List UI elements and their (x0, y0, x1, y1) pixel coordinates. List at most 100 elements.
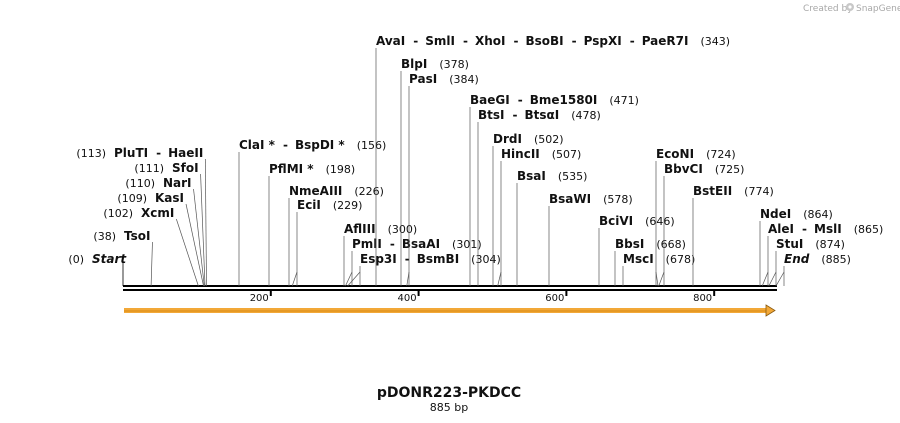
credit-text: Created by (803, 4, 853, 14)
feature-arrow[interactable] (124, 304, 776, 317)
restriction-site[interactable]: (110) NarI (125, 176, 205, 287)
restriction-site[interactable]: (38) TsoI (93, 229, 153, 287)
site-position: (304) (471, 253, 501, 266)
restriction-site[interactable]: MscI (678) (622, 252, 695, 286)
enzyme-name[interactable]: BlpI (401, 57, 427, 71)
enzyme-name[interactable]: EcoNI (656, 147, 694, 161)
enzyme-name[interactable]: BciVI (599, 214, 633, 228)
restriction-site[interactable]: (111) SfoI (134, 161, 206, 287)
sequence-backbone (123, 285, 777, 291)
enzyme-name[interactable]: PspXI (584, 34, 622, 48)
enzyme-separator: - (156, 146, 161, 160)
site-position: (865) (854, 223, 884, 236)
restriction-site[interactable]: AflIII (300) (343, 222, 418, 286)
restriction-site[interactable]: BciVI (646) (598, 214, 675, 286)
restriction-site[interactable]: EcoNI (724) (655, 147, 736, 287)
restriction-site[interactable]: BsaWI (578) (548, 192, 633, 286)
enzyme-name[interactable]: PasI (409, 72, 437, 86)
enzyme-name[interactable]: BsaWI (549, 192, 591, 206)
restriction-site[interactable]: StuI (874) (768, 237, 845, 287)
enzyme-name[interactable]: BbvCI (664, 162, 703, 176)
restriction-site[interactable]: BaeGI - Bme1580I (471) (469, 93, 639, 286)
site-position: (300) (388, 223, 418, 236)
enzyme-name[interactable]: BaeGI (470, 93, 510, 107)
enzyme-name[interactable]: Bme1580I (530, 93, 598, 107)
restriction-site[interactable]: BsaI (535) (516, 169, 588, 286)
enzyme-name[interactable]: SmlI (425, 34, 455, 48)
restriction-site[interactable]: (113) PluTI - HaeII (76, 146, 207, 287)
restriction-site[interactable]: PasI (384) (406, 72, 479, 287)
restriction-site[interactable]: (102) XcmI (103, 206, 199, 287)
enzyme-name[interactable]: NdeI (760, 207, 791, 221)
restriction-site[interactable]: Esp3I - BsmBI (304) (347, 252, 501, 287)
enzyme-name[interactable]: PflMI * (269, 162, 314, 176)
enzyme-name[interactable]: StuI (776, 237, 803, 251)
enzyme-name[interactable]: BtsI (478, 108, 505, 122)
site-position: (502) (534, 133, 564, 146)
enzyme-name[interactable]: HaeII (168, 146, 203, 160)
feature-arrow-head[interactable] (765, 304, 776, 317)
restriction-site[interactable]: (109) KasI (117, 191, 204, 287)
enzyme-name[interactable]: Start (92, 252, 127, 266)
restriction-site[interactable]: (0) Start (68, 252, 127, 286)
enzyme-name[interactable]: BsaAI (402, 237, 440, 251)
enzyme-name[interactable]: PluTI (114, 146, 148, 160)
enzyme-name[interactable]: EciI (297, 198, 321, 212)
restriction-site[interactable]: NmeAIII (226) (288, 184, 384, 286)
enzyme-name[interactable]: BbsI (615, 237, 644, 251)
restriction-site[interactable]: NdeI (864) (759, 207, 833, 286)
enzyme-name[interactable]: HincII (501, 147, 540, 161)
site-position: (535) (558, 170, 588, 183)
enzyme-name[interactable]: AvaI (376, 34, 405, 48)
restriction-site[interactable]: EciI (229) (291, 198, 363, 287)
restriction-site[interactable]: PmlI - BsaAI (301) (345, 237, 482, 287)
restriction-site[interactable]: DrdI (502) (492, 132, 564, 286)
enzyme-name[interactable]: BsoBI (526, 34, 564, 48)
enzyme-name[interactable]: NarI (163, 176, 192, 190)
enzyme-separator: - (518, 93, 523, 107)
enzyme-name[interactable]: MscI (623, 252, 654, 266)
enzyme-name[interactable]: SfoI (172, 161, 199, 175)
enzyme-name[interactable]: BsaI (517, 169, 546, 183)
enzyme-name[interactable]: Esp3I (360, 252, 397, 266)
enzyme-separator: - (513, 108, 518, 122)
enzyme-name[interactable]: BsmBI (417, 252, 459, 266)
enzyme-name[interactable]: AleI (768, 222, 794, 236)
enzyme-name[interactable]: PaeR7I (642, 34, 689, 48)
restriction-site[interactable]: PflMI * (198) (268, 162, 355, 286)
site-leader-connector (761, 271, 769, 287)
restriction-site[interactable]: ClaI * - BspDI * (156) (238, 138, 387, 286)
enzyme-name[interactable]: XhoI (475, 34, 506, 48)
site-position: (864) (803, 208, 833, 221)
enzyme-name[interactable]: KasI (155, 191, 184, 205)
enzyme-separator: - (572, 34, 577, 48)
restriction-site[interactable]: BbvCI (725) (658, 162, 745, 287)
enzyme-name[interactable]: XcmI (141, 206, 174, 220)
enzyme-name[interactable]: BspDI * (295, 138, 345, 152)
restriction-site[interactable]: AvaI - SmlI - XhoI - BsoBI - PspXI - PaeR7I (343) (375, 34, 730, 286)
site-position: (229) (333, 199, 363, 212)
enzyme-name[interactable]: BtsαI (525, 108, 560, 122)
enzyme-name[interactable]: BstEII (693, 184, 732, 198)
restriction-site[interactable]: BtsI - BtsαI (478) (477, 108, 601, 286)
restriction-site[interactable]: HincII (507) (497, 147, 582, 287)
restriction-site[interactable]: BstEII (774) (692, 184, 774, 286)
enzyme-name[interactable]: End (784, 252, 810, 266)
enzyme-name[interactable]: ClaI * (239, 138, 276, 152)
site-position: (507) (552, 148, 582, 161)
restriction-site[interactable]: End (885) (775, 252, 851, 287)
enzyme-name[interactable]: MslI (814, 222, 842, 236)
site-leader-line (193, 188, 205, 287)
enzyme-separator: - (413, 34, 418, 48)
restriction-site[interactable]: AleI - MslI (865) (761, 222, 884, 287)
site-position: (0) (68, 253, 84, 266)
enzyme-name[interactable]: DrdI (493, 132, 522, 146)
enzyme-name[interactable]: NmeAIII (289, 184, 342, 198)
enzyme-name[interactable]: TsoI (124, 229, 150, 243)
restriction-site[interactable]: BlpI (378) (400, 57, 469, 286)
enzyme-name[interactable]: PmlI (352, 237, 382, 251)
site-position: (885) (821, 253, 851, 266)
enzyme-name[interactable]: AflIII (344, 222, 376, 236)
site-position: (156) (357, 139, 387, 152)
enzyme-separator: - (802, 222, 807, 236)
